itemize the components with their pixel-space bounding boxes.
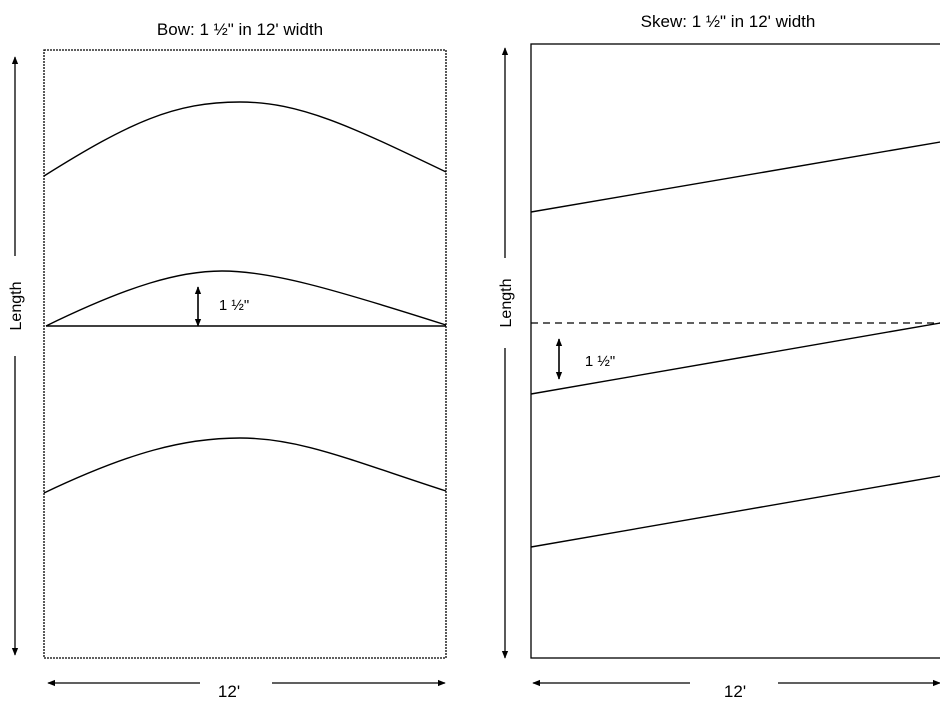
- bow-length-label-bg: [5, 256, 27, 356]
- skew-length-label: Length: [498, 279, 515, 328]
- bow-length-label: Length: [8, 282, 25, 331]
- bow-curve-bottom: [43, 437, 447, 494]
- skew-fabric-outline: [530, 43, 940, 659]
- skew-line-middle: [530, 322, 940, 395]
- bow-width-label-bg: [200, 672, 272, 696]
- bow-offset-label: 1 ½": [219, 297, 249, 314]
- skew-line-top: [530, 141, 940, 213]
- skew-length-label-bg: [494, 258, 516, 348]
- bow-fabric-outline: [43, 49, 447, 659]
- bow-curve-middle: [45, 270, 447, 327]
- bow-panel: Bow: 1 ½" in 12' width 1 ½" Length 12': [5, 20, 447, 701]
- skew-panel: Skew: 1 ½" in 12' width 1 ½" Length 12': [494, 12, 940, 701]
- bow-curve-top: [43, 101, 447, 177]
- skew-line-bottom: [530, 475, 940, 548]
- bow-title: Bow: 1 ½" in 12' width: [157, 20, 323, 39]
- skew-width-label: 12': [724, 682, 746, 701]
- skew-offset-label: 1 ½": [585, 353, 615, 370]
- bow-width-label: 12': [218, 682, 240, 701]
- skew-width-label-bg: [690, 672, 778, 696]
- skew-title: Skew: 1 ½" in 12' width: [641, 12, 816, 31]
